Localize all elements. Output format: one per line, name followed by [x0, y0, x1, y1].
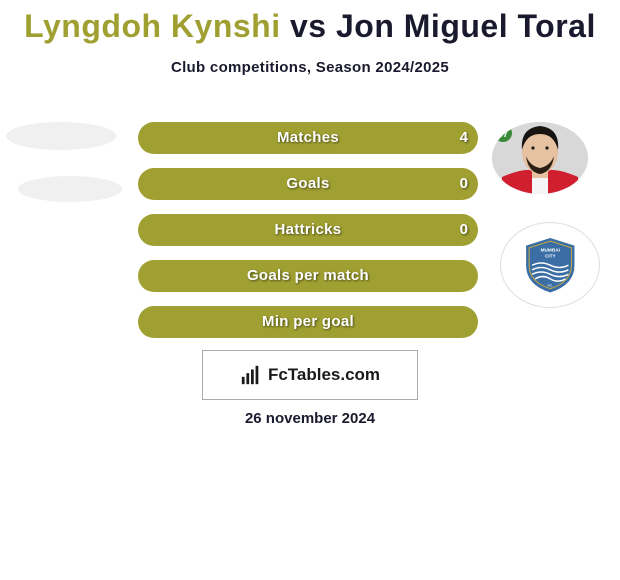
title-player1: Lyngdoh Kynshi — [24, 8, 280, 44]
player2-photo-svg: 57 — [492, 122, 588, 194]
bar-gpm-label: Goals per match — [138, 260, 478, 292]
title-player2: Jon Miguel Toral — [336, 8, 596, 44]
bar-hattricks-right: 0 — [460, 214, 468, 246]
bar-min-per-goal: Min per goal — [138, 306, 478, 338]
club-logo-text-3: F.C. — [547, 283, 553, 287]
player1-photo-placeholder-2 — [18, 176, 122, 202]
club-logo-text-1: MUMBAI — [540, 247, 559, 252]
club-logo-svg: MUMBAI CITY F.C. — [515, 235, 586, 295]
bar-hattricks-label: Hattricks — [138, 214, 478, 246]
player2-rating-badge: 57 — [498, 129, 508, 139]
bar-mpg-label: Min per goal — [138, 306, 478, 338]
watermark-box: FcTables.com — [202, 350, 418, 400]
title-vs: vs — [290, 8, 327, 44]
player2-club-logo: MUMBAI CITY F.C. — [500, 222, 600, 308]
infographic-container: Lyngdoh Kynshi vs Jon Miguel Toral Club … — [0, 0, 620, 580]
bar-goals: Goals 0 — [138, 168, 478, 200]
club-logo-text-2: CITY — [545, 253, 557, 258]
player2-photo: 57 — [492, 122, 588, 194]
bar-matches: Matches 4 — [138, 122, 478, 154]
bar-goals-label: Goals — [138, 168, 478, 200]
bar-goals-right: 0 — [460, 168, 468, 200]
bar-goals-per-match: Goals per match — [138, 260, 478, 292]
watermark-text: FcTables.com — [268, 365, 380, 385]
page-title: Lyngdoh Kynshi vs Jon Miguel Toral — [0, 0, 620, 45]
bar-hattricks: Hattricks 0 — [138, 214, 478, 246]
bar-matches-label: Matches — [138, 122, 478, 154]
subtitle: Club competitions, Season 2024/2025 — [0, 59, 620, 76]
player1-photo-placeholder-1 — [6, 122, 116, 150]
bar-matches-right: 4 — [460, 122, 468, 154]
date-line: 26 november 2024 — [0, 410, 620, 427]
chart-bars-icon — [240, 364, 262, 386]
comparison-bars: Matches 4 Goals 0 Hattricks 0 Goals per … — [138, 122, 478, 352]
